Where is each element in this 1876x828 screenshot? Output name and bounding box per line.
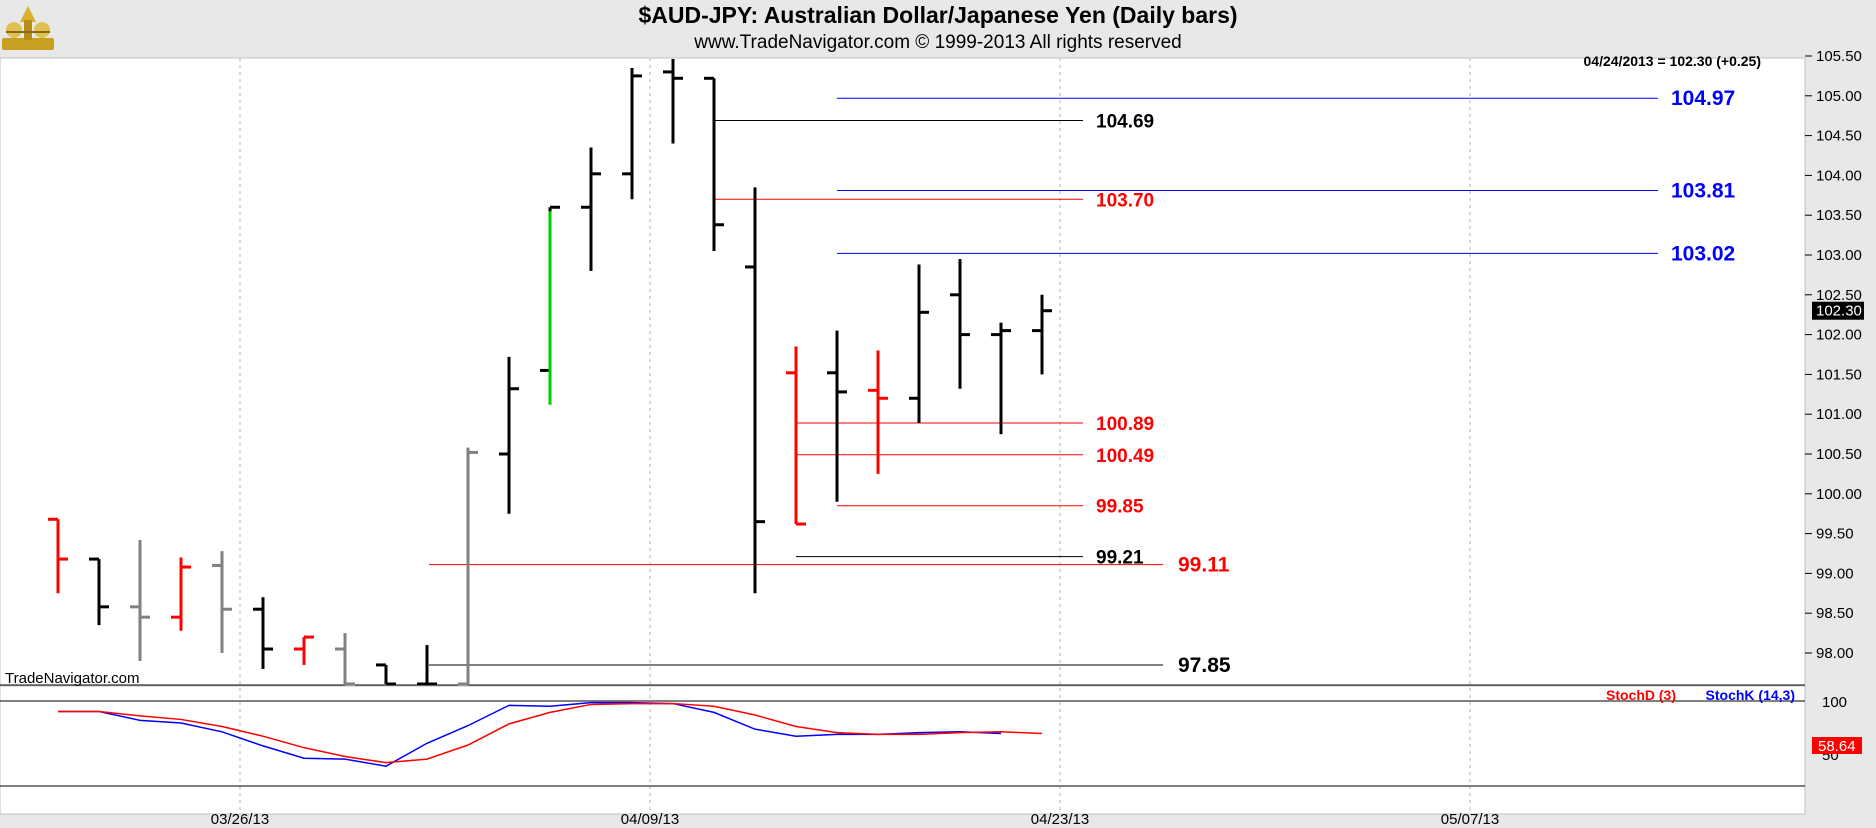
- price-tick-label: 102.50: [1816, 287, 1862, 304]
- date-axis: 03/26/13 04/09/13 04/23/13 05/07/13: [211, 811, 1499, 828]
- last-quote: 04/24/2013 = 102.30 (+0.25): [1584, 53, 1761, 69]
- stoch-legend-k: StochK (14,3): [1706, 687, 1795, 703]
- stoch-k-line: [58, 701, 1002, 767]
- date-tick-label: 04/09/13: [621, 811, 679, 828]
- price-level-label: 104.97: [1671, 87, 1735, 110]
- price-tick-label: 103.00: [1816, 247, 1862, 264]
- price-tick-label: 101.50: [1816, 366, 1862, 383]
- price-level-label: 103.70: [1096, 190, 1154, 211]
- price-level-label: 104.69: [1096, 111, 1154, 132]
- price-tick-label: 101.00: [1816, 406, 1862, 423]
- price-tick-label: 103.50: [1816, 207, 1862, 224]
- price-tick-label: 99.50: [1816, 526, 1854, 543]
- price-level-label: 99.21: [1096, 548, 1144, 569]
- chart-subtitle: www.TradeNavigator.com © 1999-2013 All r…: [694, 32, 1182, 53]
- stoch-legend-d: StochD (3): [1606, 687, 1676, 703]
- stoch-last-badge: [1812, 737, 1862, 754]
- date-tick-label: 04/23/13: [1031, 811, 1089, 828]
- price-level-label: 103.81: [1671, 180, 1736, 203]
- price-bars: [48, 59, 1052, 686]
- price-tick-label: 105.50: [1816, 48, 1862, 65]
- price-axis: 98.00 98.50 99.00 99.50 100.00 100.50 101.00 10…: [1805, 48, 1864, 662]
- price-level-label: 103.02: [1671, 242, 1735, 265]
- watermark: TradeNavigator.com: [5, 670, 140, 687]
- price-tick-label: 99.00: [1816, 565, 1854, 582]
- stoch-tick-label: 100: [1822, 694, 1847, 711]
- price-level-label: 100.49: [1096, 446, 1154, 467]
- price-tick-label: 98.50: [1816, 605, 1854, 622]
- stoch-d-line: [58, 702, 1043, 764]
- trade-navigator-logo-icon: [2, 6, 54, 50]
- date-tick-label: 05/07/13: [1441, 811, 1499, 828]
- price-tick-label: 100.50: [1816, 446, 1862, 463]
- price-level-label: 97.85: [1178, 654, 1231, 677]
- stoch-last-value: 58.64: [1818, 738, 1856, 755]
- price-tick-label: 105.00: [1816, 88, 1862, 105]
- last-price-label: 102.30: [1816, 303, 1862, 320]
- price-tick-label: 102.00: [1816, 327, 1862, 344]
- price-panel: [0, 57, 1806, 686]
- date-gridlines: [239, 58, 1471, 814]
- price-tick-label: 100.00: [1816, 486, 1862, 503]
- price-level-label: 99.11: [1178, 554, 1230, 577]
- price-level-label: 99.85: [1096, 497, 1144, 518]
- price-tick-label: 98.00: [1816, 645, 1854, 662]
- chart-title: $AUD-JPY: Australian Dollar/Japanese Yen…: [638, 2, 1238, 28]
- date-tick-label: 03/26/13: [211, 811, 269, 828]
- price-tick-label: 104.50: [1816, 128, 1862, 145]
- price-level-label: 100.89: [1096, 414, 1154, 435]
- stochastic-panel: [0, 685, 1806, 815]
- price-levels: 104.97 104.69 103.81 103.70 103.02 100.89 100.…: [429, 87, 1736, 677]
- last-price-badge: [1812, 301, 1864, 320]
- price-tick-label: 104.00: [1816, 167, 1862, 184]
